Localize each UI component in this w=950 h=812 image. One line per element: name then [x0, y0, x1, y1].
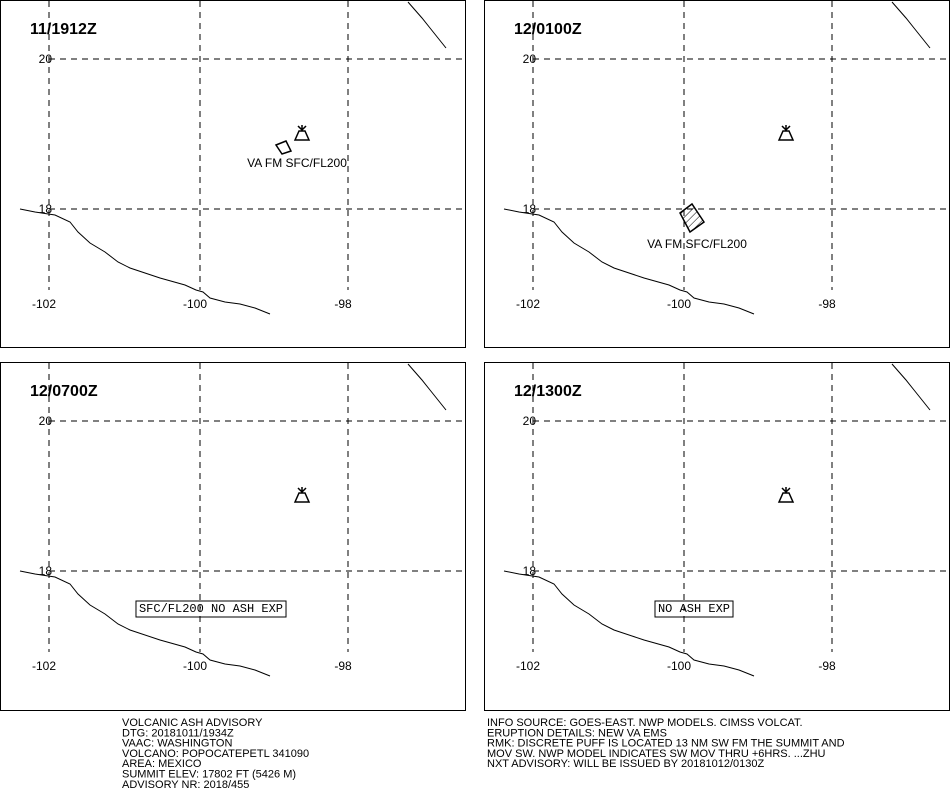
lat-label: 20: [523, 52, 537, 66]
panel-time: 11/1912Z: [30, 21, 97, 38]
lon-label: -98: [818, 297, 836, 311]
footer-line: DTG: 20181011/1934Z: [122, 727, 234, 739]
volcano-icon: [293, 487, 311, 503]
coastline: [503, 208, 755, 315]
label-box: [654, 600, 734, 618]
lon-label: -100: [183, 659, 207, 673]
coastline: [891, 363, 931, 411]
footer-line: VOLCANO: POPOCATEPETL 341090: [122, 748, 309, 760]
volcano-icon: [293, 125, 311, 141]
panel-time: 12/1300Z: [514, 383, 582, 400]
lat-label: 18: [523, 202, 537, 216]
lon-label: -100: [667, 659, 691, 673]
footer-line: VOLCANIC ASH ADVISORY: [122, 717, 263, 729]
footer-line: VAAC: WASHINGTON: [122, 738, 232, 750]
panel-frame: [0, 0, 466, 348]
lon-label: -100: [183, 297, 207, 311]
lon-label: -102: [516, 659, 540, 673]
volcano-icon: [777, 487, 795, 503]
coastline: [19, 570, 271, 677]
coastline: [19, 208, 271, 315]
panel-time: 12/0100Z: [514, 21, 582, 38]
lat-label: 20: [39, 52, 53, 66]
footer-line: ERUPTION DETAILS: NEW VA EMS: [487, 727, 667, 739]
panel-frame: [0, 362, 466, 711]
ash-label: VA FM SFC/FL200: [647, 237, 747, 251]
coastline: [503, 570, 755, 677]
footer-line: RMK: DISCRETE PUFF IS LOCATED 13 NM SW F…: [487, 738, 845, 750]
lat-label: 20: [39, 414, 53, 428]
label-box: [135, 600, 287, 618]
panel-time: 12/0700Z: [30, 383, 98, 400]
lon-label: -98: [334, 659, 352, 673]
ash-area: [679, 202, 706, 234]
map-panel: 12/0700Z 20 18 -102 -100 -98 SFC/FL200 NO ASH …: [0, 362, 466, 711]
lat-label: 18: [523, 564, 537, 578]
coastline: [407, 1, 447, 49]
lon-label: -102: [32, 297, 56, 311]
footer-line: SUMMIT ELEV: 17802 FT (5426 M): [122, 769, 296, 781]
map-panel: 12/1300Z 20 18 -102 -100 -98 NO ASH EXP: [484, 362, 950, 711]
lon-label: -102: [516, 297, 540, 311]
no-ash-label: NO ASH EXP: [658, 602, 730, 616]
footer-line: ADVISORY NR: 2018/455: [122, 779, 249, 791]
lat-label: 20: [523, 414, 537, 428]
lon-label: -98: [334, 297, 352, 311]
coastline: [891, 1, 931, 49]
lat-label: 18: [39, 202, 53, 216]
lon-label: -100: [667, 297, 691, 311]
map-panel: 11/1912Z 20 18 -102 -100 -98 VA FM SFC/FL200: [0, 0, 466, 348]
lon-label: -102: [32, 659, 56, 673]
no-ash-label: SFC/FL200 NO ASH EXP: [139, 602, 283, 616]
coastline: [407, 363, 447, 411]
lat-label: 18: [39, 564, 53, 578]
volcano-icon: [777, 125, 795, 141]
footer-line: AREA: MEXICO: [122, 758, 202, 770]
footer-line: NXT ADVISORY: WILL BE ISSUED BY 20181012…: [487, 758, 764, 770]
footer-line: INFO SOURCE: GOES-EAST. NWP MODELS. CIMS…: [487, 717, 803, 729]
ash-label: VA FM SFC/FL200: [247, 156, 347, 170]
lon-label: -98: [818, 659, 836, 673]
footer-line: MOV SW. NWP MODEL INDICATES SW MOV THRU …: [487, 748, 826, 760]
ash-area: [274, 140, 293, 155]
